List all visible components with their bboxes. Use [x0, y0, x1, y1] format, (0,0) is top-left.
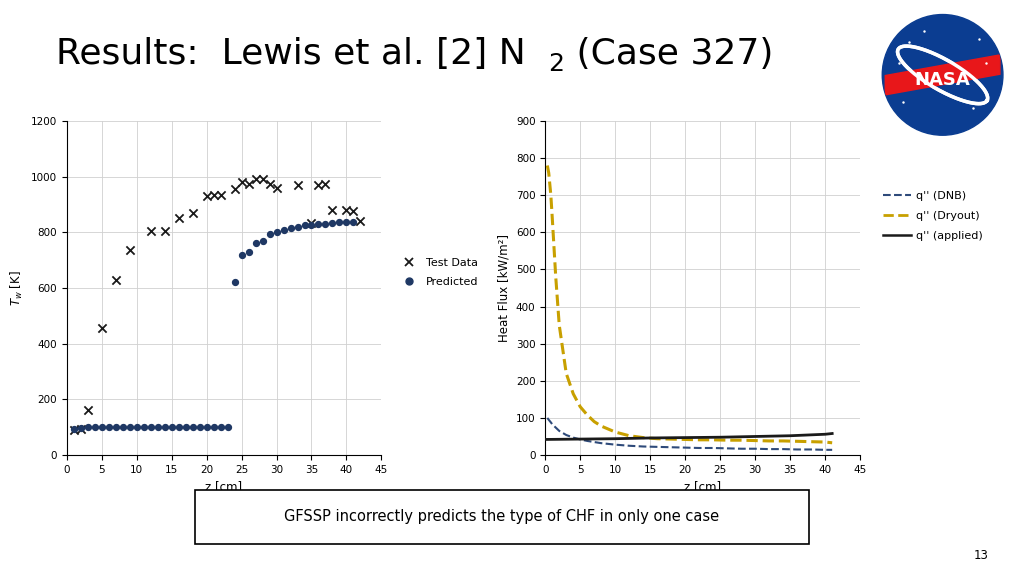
Point — [310, 219, 327, 229]
Point — [150, 423, 166, 432]
Point — [233, 177, 250, 187]
Point — [142, 423, 159, 432]
Point — [325, 206, 341, 215]
Point — [303, 221, 319, 230]
Point — [296, 221, 312, 230]
Point — [93, 423, 110, 432]
Circle shape — [883, 14, 1002, 135]
Point — [122, 423, 138, 432]
Point — [100, 423, 117, 432]
Point — [108, 423, 124, 432]
Point — [212, 190, 228, 199]
Point — [93, 324, 110, 333]
Point — [142, 226, 159, 236]
Point — [248, 239, 264, 248]
X-axis label: z [cm]: z [cm] — [206, 480, 243, 493]
Legend: Test Data, Predicted: Test Data, Predicted — [393, 253, 482, 291]
Point — [317, 179, 334, 188]
Legend: q'' (DNB), q'' (Dryout), q'' (applied): q'' (DNB), q'' (Dryout), q'' (applied) — [879, 187, 987, 245]
Point — [248, 175, 264, 184]
Point — [226, 184, 243, 194]
Point — [86, 423, 102, 432]
Point — [275, 225, 292, 234]
Point — [233, 250, 250, 259]
Text: 13: 13 — [973, 548, 988, 562]
Point — [66, 425, 82, 435]
Point — [73, 424, 89, 433]
Point — [80, 423, 96, 432]
Point — [261, 229, 278, 238]
Point — [219, 423, 236, 432]
Point — [290, 180, 306, 190]
Point — [164, 423, 180, 432]
Point — [268, 228, 285, 237]
Point — [325, 218, 341, 227]
Text: Results:  Lewis et al. [2] N: Results: Lewis et al. [2] N — [56, 37, 526, 71]
Text: (Case 327): (Case 327) — [565, 37, 773, 71]
Point — [128, 423, 144, 432]
Point — [170, 214, 186, 223]
Text: NASA: NASA — [914, 71, 971, 89]
Point — [352, 217, 369, 226]
Point — [66, 424, 82, 433]
Point — [184, 209, 201, 218]
Point — [206, 190, 222, 199]
Point — [338, 217, 354, 226]
Point — [254, 236, 270, 245]
Point — [283, 223, 299, 233]
FancyBboxPatch shape — [195, 490, 809, 544]
Point — [345, 207, 361, 216]
Point — [80, 406, 96, 415]
Point — [199, 423, 215, 432]
Point — [254, 175, 270, 184]
X-axis label: z [cm]: z [cm] — [684, 480, 721, 493]
Point — [108, 275, 124, 285]
Y-axis label: $T_w$ [K]: $T_w$ [K] — [9, 270, 25, 306]
Point — [226, 278, 243, 287]
Polygon shape — [886, 55, 999, 95]
Point — [73, 423, 89, 433]
Text: GFSSP incorrectly predicts the type of CHF in only one case: GFSSP incorrectly predicts the type of C… — [285, 509, 719, 525]
Point — [241, 179, 257, 188]
Point — [268, 183, 285, 192]
Point — [303, 218, 319, 227]
Point — [261, 179, 278, 188]
Point — [191, 423, 208, 432]
Y-axis label: Heat Flux [kW/m²]: Heat Flux [kW/m²] — [498, 234, 510, 342]
Point — [115, 423, 131, 432]
Point — [157, 423, 173, 432]
Point — [199, 191, 215, 201]
Point — [212, 423, 228, 432]
Point — [241, 247, 257, 256]
Point — [345, 217, 361, 226]
Point — [317, 219, 334, 229]
Point — [177, 423, 194, 432]
Point — [332, 218, 348, 227]
Point — [135, 423, 152, 432]
Point — [184, 423, 201, 432]
Text: 2: 2 — [548, 52, 564, 76]
Point — [170, 423, 186, 432]
Point — [338, 206, 354, 215]
Point — [206, 423, 222, 432]
Point — [310, 180, 327, 190]
Point — [122, 246, 138, 255]
Point — [157, 226, 173, 236]
Point — [290, 222, 306, 232]
